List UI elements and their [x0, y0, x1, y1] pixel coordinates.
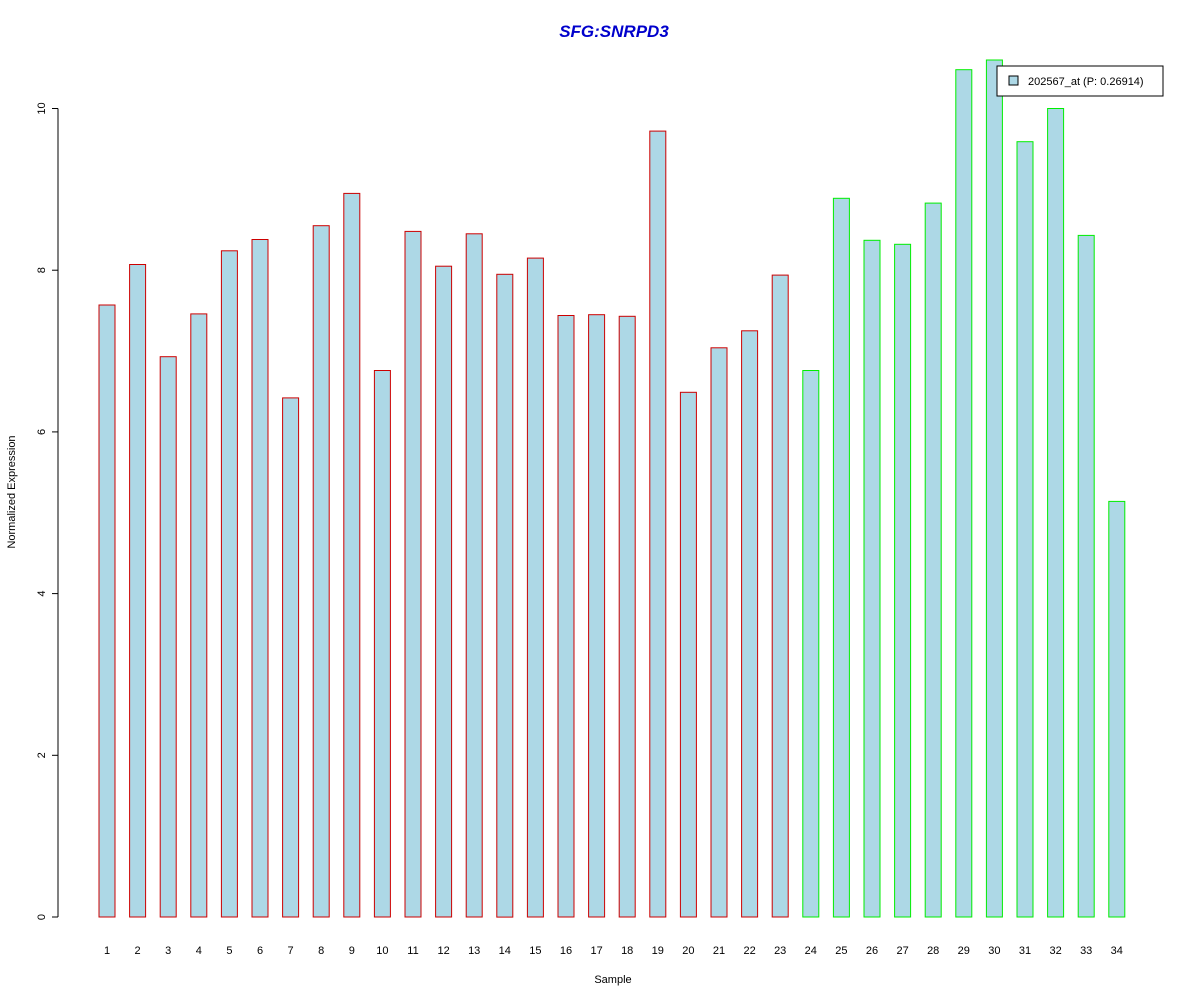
- x-tick-label: 13: [468, 945, 480, 957]
- x-tick-label: 10: [376, 945, 388, 957]
- bar-sample-26: [863, 239, 881, 918]
- bar-sample-4: [190, 313, 208, 918]
- bar-sample-34: [1108, 500, 1126, 918]
- y-tick-label: 4: [36, 591, 48, 597]
- x-tick-label: 25: [835, 945, 847, 957]
- bar-sample-1: [98, 304, 116, 918]
- x-tick-label: 21: [713, 945, 725, 957]
- x-tick-label: 20: [682, 945, 694, 957]
- x-tick-label: 11: [407, 945, 418, 957]
- bar-sample-25: [832, 197, 850, 918]
- x-tick-label: 26: [866, 945, 878, 957]
- x-tick-label: 12: [437, 945, 449, 957]
- legend: 202567_at (P: 0.26914): [996, 65, 1164, 97]
- bar-sample-31: [1016, 141, 1034, 918]
- bar-sample-29: [955, 69, 973, 918]
- x-tick-label: 5: [226, 945, 232, 957]
- bar-sample-12: [435, 265, 453, 918]
- bar-sample-21: [710, 347, 728, 918]
- legend-label: 202567_at (P: 0.26914): [1028, 76, 1144, 88]
- x-axis-label: Sample: [594, 974, 631, 986]
- x-tick-label: 9: [349, 945, 355, 957]
- bar-sample-5: [220, 250, 238, 918]
- chart-title: SFG:SNRPD3: [559, 22, 669, 41]
- bar-sample-10: [373, 370, 391, 918]
- y-tick-label: 10: [36, 102, 48, 114]
- x-tick-label: 27: [896, 945, 908, 957]
- x-tick-label: 14: [499, 945, 511, 957]
- bar-sample-32: [1047, 108, 1065, 918]
- x-tick-label: 23: [774, 945, 786, 957]
- x-tick-label: 3: [165, 945, 171, 957]
- y-tick-label: 0: [36, 914, 48, 920]
- x-tick-label: 18: [621, 945, 633, 957]
- x-tick-label: 6: [257, 945, 263, 957]
- bar-sample-2: [129, 264, 147, 918]
- y-tick-label: 6: [36, 429, 48, 435]
- y-tick-label: 2: [36, 752, 48, 758]
- x-tick-label: 15: [529, 945, 541, 957]
- bar-sample-24: [802, 370, 820, 918]
- bar-sample-30: [985, 59, 1003, 918]
- x-tick-label: 16: [560, 945, 572, 957]
- bar-sample-22: [741, 330, 759, 918]
- y-axis-label: Normalized Expression: [6, 435, 18, 548]
- bar-sample-28: [924, 202, 942, 918]
- bar-sample-20: [679, 391, 697, 918]
- legend-swatch: [1008, 75, 1019, 86]
- bar-sample-19: [649, 130, 667, 918]
- y-axis: 0 2 4 6 8 10: [36, 102, 59, 920]
- bar-sample-18: [618, 315, 636, 918]
- x-tick-label: 19: [652, 945, 664, 957]
- x-tick-label: 7: [288, 945, 294, 957]
- legend-box: [996, 65, 1164, 97]
- bar-sample-33: [1077, 234, 1095, 918]
- x-tick-label: 28: [927, 945, 939, 957]
- x-tick-labels: 1 2 3 4 5 6 7 8 9 10 11 12 13 14 15 16 17 18 19 20 21 22 23 24 2…: [104, 945, 1123, 957]
- bar-sample-6: [251, 239, 269, 918]
- bar-sample-16: [557, 315, 575, 918]
- bar-sample-17: [588, 314, 606, 918]
- x-tick-label: 2: [135, 945, 141, 957]
- bars: [98, 59, 1126, 918]
- bar-sample-13: [465, 233, 483, 918]
- bar-sample-7: [282, 397, 300, 918]
- x-tick-label: 33: [1080, 945, 1092, 957]
- bar-sample-3: [159, 356, 177, 918]
- bar-sample-15: [526, 257, 544, 918]
- bar-sample-9: [343, 192, 361, 918]
- x-tick-label: 22: [743, 945, 755, 957]
- bar-sample-27: [894, 243, 912, 918]
- x-tick-label: 17: [590, 945, 602, 957]
- bar-sample-23: [771, 274, 789, 918]
- x-tick-label: 30: [988, 945, 1000, 957]
- x-tick-label: 1: [104, 945, 110, 957]
- x-tick-label: 34: [1111, 945, 1123, 957]
- bar-sample-14: [496, 273, 514, 918]
- x-tick-label: 32: [1049, 945, 1061, 957]
- y-tick-label: 8: [36, 267, 48, 273]
- x-tick-label: 31: [1019, 945, 1031, 957]
- x-tick-label: 24: [805, 945, 817, 957]
- bar-sample-11: [404, 230, 422, 918]
- bar-sample-8: [312, 225, 330, 918]
- x-tick-label: 4: [196, 945, 202, 957]
- x-tick-label: 29: [958, 945, 970, 957]
- x-tick-label: 8: [318, 945, 324, 957]
